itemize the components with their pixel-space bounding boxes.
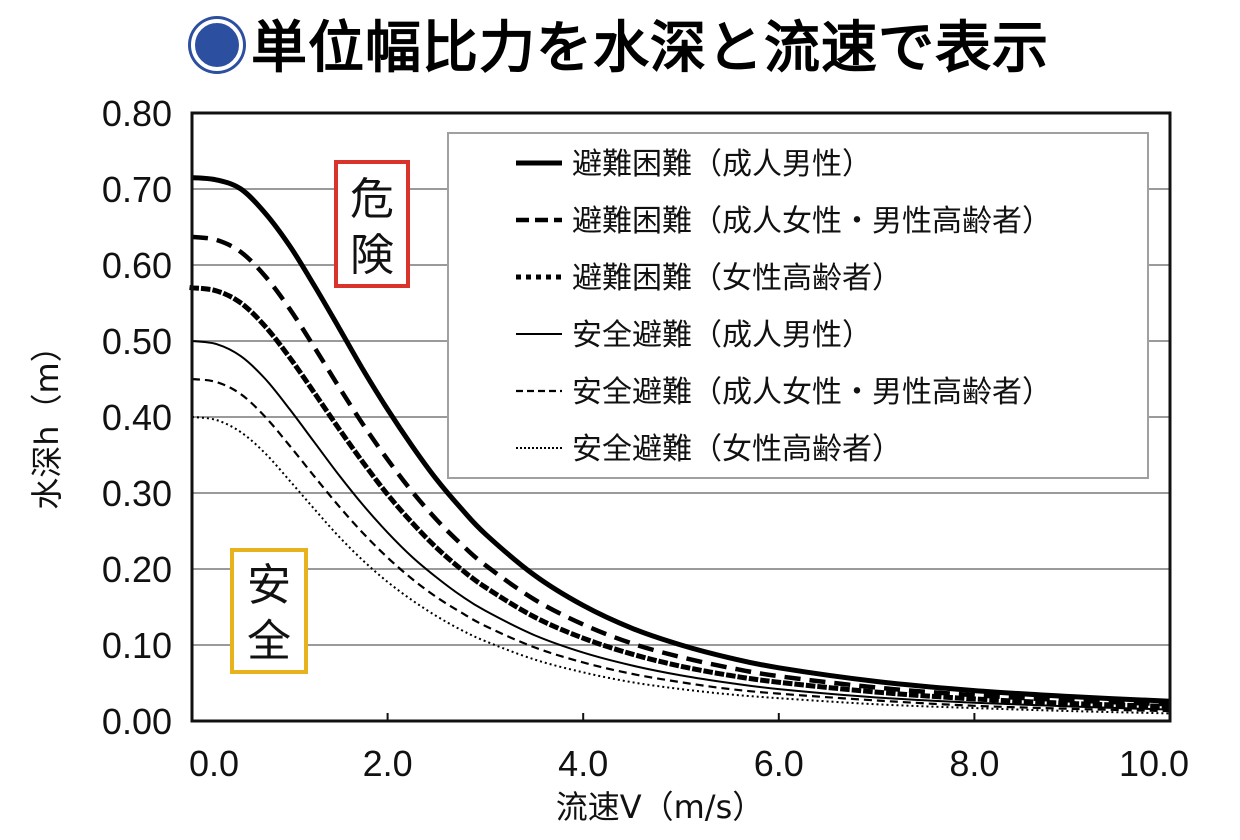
x-tick-label: 8.0 [949,743,999,784]
plot-frame [190,111,1172,723]
legend-label: 避難困難（女性高齢者） [572,261,902,296]
x-tick-label: 0.0 [189,743,239,784]
series-line-5 [191,377,1171,713]
danger-zone-char-1: 危 [350,174,394,225]
y-tick-label: 0.30 [102,473,172,514]
legend-label: 避難困難（成人女性・男性高齢者） [572,204,1052,239]
legend-label: 安全避難（成人女性・男性高齢者） [572,375,1052,410]
series-layer [189,175,1173,715]
legend-box [447,132,1149,479]
y-tick-label: 0.40 [102,397,172,438]
safe-zone-box [230,548,308,674]
series-line-4 [191,340,1171,711]
legend: 避難困難（成人男性） 避難困難（成人女性・男性高齢者） 避難困難（女性高齢者） 安全避… [447,132,1149,479]
danger-zone-label: 危 険 [334,160,410,288]
y-tick-label: 0.80 [102,93,172,134]
danger-zone-char-2: 険 [350,230,394,281]
y-tick-label: 0.50 [102,321,172,362]
chart-title: 単位幅比力を水深と流速で表示 [0,14,1240,84]
legend-label: 安全避難（成人男性） [572,318,872,353]
blue-circle-bullet-icon [191,19,243,71]
series-line-3 [189,285,1173,710]
y-tick-label: 0.10 [102,625,172,666]
y-tick-label: 0.60 [102,245,172,286]
x-tick-label: 6.0 [754,743,804,784]
x-axis-title: 流速V（m/s） [556,788,765,826]
series-line-2 [191,234,1171,707]
x-tick-label: 4.0 [558,743,608,784]
y-tick-label: 0.70 [102,169,172,210]
axis-ticks: 0.00 0.10 0.20 0.30 0.40 0.50 0.60 0.70 0.80 0.0 2… [102,93,1189,784]
legend-label: 安全避難（女性高齢者） [572,432,902,467]
x-tick-label: 10.0 [1119,743,1189,784]
safe-zone-char-1: 安 [247,560,291,611]
y-tick-label: 0.20 [102,549,172,590]
safe-zone-char-2: 全 [247,616,291,667]
y-axis-title: 水深h（m） [28,330,66,509]
series-line-1 [191,175,1171,704]
legend-label: 避難困難（成人男性） [572,147,872,182]
y-tick-label: 0.00 [102,701,172,742]
series-line-6 [191,416,1171,715]
danger-zone-box [334,160,410,288]
chart-title-text: 単位幅比力を水深と流速で表示 [251,16,1049,81]
safe-zone-label: 安 全 [230,548,308,674]
x-tick-label: 2.0 [363,743,413,784]
